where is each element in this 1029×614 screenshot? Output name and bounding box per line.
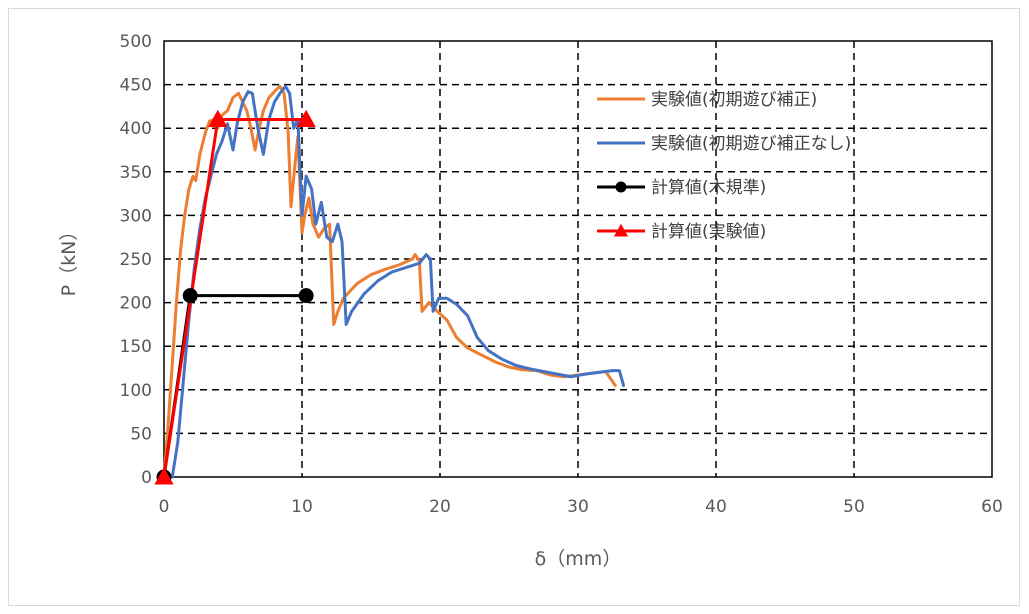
- x-axis-title: δ（mm）: [535, 548, 622, 570]
- x-tick-label: 50: [843, 497, 865, 517]
- y-tick-label: 150: [120, 337, 152, 357]
- x-tick-label: 40: [705, 497, 727, 517]
- series-line-1: [162, 84, 617, 479]
- y-tick-label: 450: [120, 76, 152, 96]
- data-point-series-4: [154, 467, 174, 485]
- y-axis-title: P（kN）: [58, 222, 80, 297]
- tick-labels: 0 50 100 150 200 250 300 350 400 450 500 0 10 20 30 40 5…: [120, 32, 1003, 517]
- data-point-series-3: [182, 288, 198, 304]
- chart-frame: 0 50 100 150 200 250 300 350 400 450 500 0 10 20 30 40 5…: [8, 8, 1020, 606]
- series-line-3: [162, 294, 308, 479]
- y-tick-label: 0: [141, 468, 152, 488]
- legend-label: 実験値(初期遊び補正): [651, 90, 817, 110]
- legend: 実験値(初期遊び補正) 実験値(初期遊び補正なし) 計算値(木規準) 計算値(実験値): [597, 90, 851, 242]
- legend-entry-4: 計算値(実験値): [597, 222, 766, 242]
- legend-marker: [615, 181, 627, 193]
- y-tick-label: 300: [120, 206, 152, 226]
- x-tick-label: 60: [981, 497, 1003, 517]
- series-line-2: [162, 84, 626, 479]
- y-tick-label: 50: [130, 424, 152, 444]
- line-chart: 0 50 100 150 200 250 300 350 400 450 500 0 10 20 30 40 5…: [58, 32, 1003, 570]
- x-tick-label: 20: [429, 497, 451, 517]
- x-tick-label: 0: [159, 497, 170, 517]
- series-lines: [162, 84, 626, 479]
- legend-label: 実験値(初期遊び補正なし): [651, 134, 851, 154]
- legend-entry-1: 実験値(初期遊び補正): [597, 90, 817, 110]
- legend-label: 計算値(実験値): [651, 222, 766, 242]
- x-tick-label: 30: [567, 497, 589, 517]
- plot-area-border: [163, 40, 993, 478]
- axes: [163, 40, 993, 478]
- legend-label: 計算値(木規準): [651, 178, 766, 198]
- y-tick-label: 100: [120, 381, 152, 401]
- y-tick-label: 500: [120, 32, 152, 52]
- data-point-series-4: [208, 109, 228, 127]
- y-tick-label: 250: [120, 250, 152, 270]
- data-point-series-4: [296, 109, 316, 127]
- x-tick-label: 10: [291, 497, 313, 517]
- legend-entry-3: 計算値(木規準): [597, 178, 766, 198]
- y-tick-label: 400: [120, 119, 152, 139]
- data-point-series-3: [298, 288, 314, 304]
- y-tick-label: 200: [120, 294, 152, 314]
- gridlines: [164, 41, 992, 477]
- y-tick-label: 350: [120, 163, 152, 183]
- legend-marker: [613, 223, 629, 237]
- series-markers: [154, 109, 316, 485]
- legend-entry-2: 実験値(初期遊び補正なし): [597, 134, 851, 154]
